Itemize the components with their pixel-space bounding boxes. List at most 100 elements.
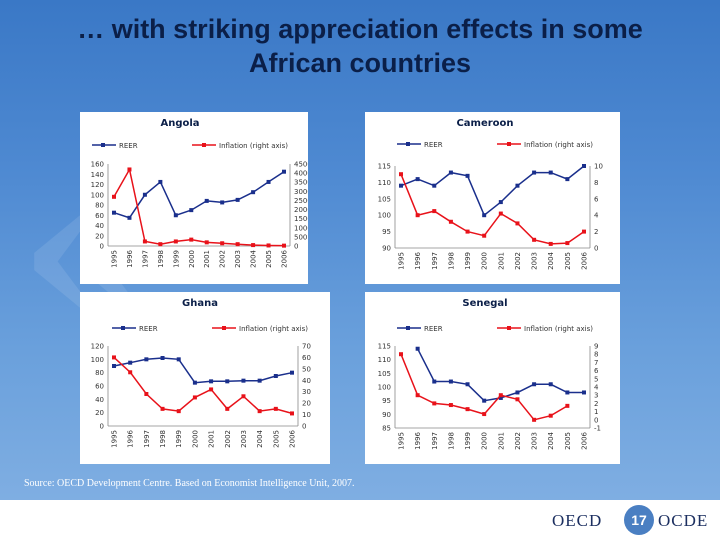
y-tick-right: 2500 [294, 197, 308, 205]
y-tick-left: 95 [382, 228, 391, 236]
y-tick-right: 0 [302, 423, 306, 431]
reer-point [112, 210, 116, 215]
x-tick-label: 2006 [581, 251, 589, 269]
x-tick-label: 1997 [143, 430, 151, 448]
x-tick-label: 1998 [447, 432, 455, 450]
y-tick-left: 140 [91, 171, 104, 179]
reer-point [225, 379, 230, 384]
inflation-point [415, 393, 420, 398]
y-tick-left: 60 [95, 212, 104, 220]
y-tick-left: 40 [95, 396, 104, 404]
reer-point [204, 198, 209, 203]
inflation-point [290, 411, 294, 416]
inflation-point [225, 406, 230, 411]
x-tick-label: 2006 [289, 429, 297, 447]
slide-title: … with striking appreciation effects in … [0, 12, 720, 80]
chart-background [80, 112, 308, 284]
inflation-point [548, 241, 553, 246]
legend-reer-label: REER [119, 142, 138, 150]
y-tick-left: 120 [91, 181, 104, 189]
inflation-point [282, 243, 286, 248]
inflation-point [189, 237, 194, 242]
legend-reer-label: REER [424, 325, 443, 333]
legend-reer-marker [121, 326, 125, 330]
inflation-point [498, 211, 503, 216]
reer-point [282, 169, 286, 174]
footer-bar [0, 500, 720, 540]
reer-point [209, 379, 214, 384]
reer-point [448, 170, 453, 175]
chart-title: Ghana [182, 298, 218, 309]
y-tick-right: 70 [302, 343, 311, 351]
y-tick-left: 100 [91, 191, 104, 199]
inflation-point [465, 229, 470, 234]
inflation-point [399, 352, 403, 357]
y-tick-left: 100 [378, 384, 391, 392]
x-tick-label: 2001 [497, 432, 505, 450]
x-tick-label: 1997 [141, 250, 149, 268]
inflation-point [173, 239, 178, 244]
y-tick-left: 90 [382, 411, 391, 419]
y-tick-right: 10 [302, 411, 311, 419]
y-tick-right: 30 [302, 388, 311, 396]
title-line-1: … with striking appreciation effects in … [77, 14, 643, 44]
chart-background [365, 292, 620, 464]
y-tick-right: 2 [594, 400, 598, 408]
reer-point [548, 170, 553, 175]
reer-point [273, 374, 278, 378]
x-tick-label: 1999 [175, 430, 183, 448]
legend-inflation-marker [222, 326, 226, 330]
inflation-point [158, 242, 163, 247]
reer-point [498, 395, 503, 400]
x-tick-label: 2000 [188, 250, 196, 268]
y-tick-left: 110 [378, 179, 391, 187]
y-tick-right: 40 [302, 377, 311, 385]
reer-point [582, 164, 586, 168]
y-tick-left: 100 [91, 356, 104, 364]
oecd-logo-text: OECD [552, 511, 603, 530]
inflation-point [548, 413, 553, 418]
y-tick-right: 20 [302, 400, 311, 408]
y-tick-right: 10 [594, 163, 603, 171]
reer-point [251, 190, 256, 195]
x-tick-label: 2002 [514, 252, 522, 270]
chart-title: Angola [160, 118, 199, 129]
chart-title: Cameroon [456, 118, 513, 129]
inflation-point [160, 406, 165, 411]
inflation-point [192, 395, 197, 400]
inflation-point [209, 387, 214, 392]
x-tick-label: 1996 [126, 249, 134, 267]
y-tick-left: 105 [378, 370, 391, 378]
inflation-point [399, 172, 403, 177]
x-tick-label: 2003 [240, 430, 248, 448]
inflation-point [565, 403, 570, 408]
reer-point [235, 197, 240, 202]
slide-background: « … with striking appreciation effects i… [0, 0, 720, 500]
y-tick-left: 80 [95, 202, 104, 210]
reer-point [565, 390, 570, 395]
y-tick-left: 85 [382, 425, 391, 433]
y-tick-right: 7 [594, 359, 598, 367]
y-tick-right: 0 [594, 416, 598, 424]
inflation-series-line [113, 356, 293, 415]
y-tick-right: 5 [594, 375, 598, 383]
inflation-point [432, 401, 437, 406]
y-tick-left: 0 [100, 243, 104, 251]
reer-point [432, 379, 437, 384]
x-tick-label: 1995 [111, 430, 119, 448]
x-tick-label: 2006 [581, 431, 589, 449]
inflation-point [498, 393, 503, 398]
oecd-chevron-watermark: « [18, 145, 149, 355]
chart-angola: Angola REER Inflation (right axis) 160 140 12… [80, 112, 308, 284]
x-tick-label: 2000 [191, 430, 199, 448]
reer-series-line [400, 165, 585, 217]
x-tick-label: 2003 [531, 432, 539, 450]
inflation-point [241, 394, 246, 399]
inflation-point [266, 243, 271, 248]
x-tick-label: 2005 [272, 430, 280, 448]
inflation-point [432, 209, 437, 214]
x-tick-label: 2000 [481, 252, 489, 270]
y-tick-left: 40 [95, 222, 104, 230]
chart-title: Senegal [462, 298, 507, 309]
chart-senegal: Senegal REER Inflation (right axis) 115 110 1… [365, 292, 620, 464]
